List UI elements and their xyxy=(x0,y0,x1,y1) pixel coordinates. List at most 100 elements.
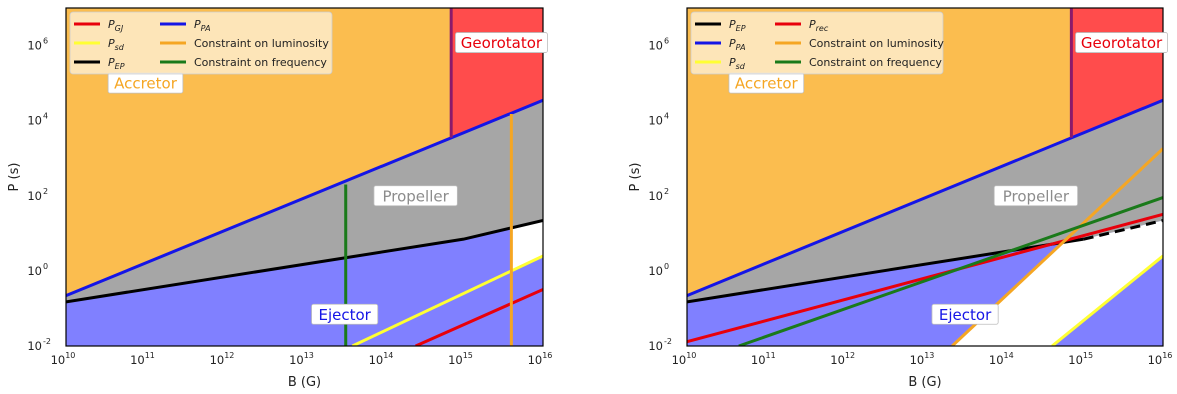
x-tick-label: 1014 xyxy=(989,351,1014,367)
p-pa-line xyxy=(687,98,1163,297)
legend-entry: Psd xyxy=(729,56,746,71)
y-tick-exponent: -2 xyxy=(664,337,672,346)
region-label-box xyxy=(1075,32,1168,53)
x-tick-label: 1016 xyxy=(528,351,553,367)
y-tick-exponent: 4 xyxy=(664,112,669,121)
x-tick-label: 1013 xyxy=(289,351,314,367)
region-label-box xyxy=(373,185,458,207)
x-tick-exponent: 14 xyxy=(383,351,393,360)
legend-box xyxy=(69,11,333,75)
y-tick-exponent: 6 xyxy=(43,37,48,46)
p-ep-line xyxy=(66,219,543,304)
x-tick-exponent: 13 xyxy=(304,351,314,360)
x-tick-exponent: 15 xyxy=(1083,351,1093,360)
x-tick-exponent: 11 xyxy=(766,351,776,360)
panel-left-frame xyxy=(65,7,544,347)
region-label-accretor: Accretor xyxy=(114,75,178,93)
region-label-georotator: Georotator xyxy=(461,34,543,52)
legend-entry-sub: sd xyxy=(115,43,125,52)
legend-entry-sub: EP xyxy=(736,24,746,33)
legend-entry-sub: PA xyxy=(736,43,746,52)
y-axis-label: P (s) xyxy=(7,163,22,192)
legend-entry-sub: PA xyxy=(201,24,211,33)
x-tick-label: 1012 xyxy=(830,351,855,367)
x-tick-label: 1016 xyxy=(1148,351,1173,367)
region-label-box xyxy=(311,303,379,325)
legend-entry-main: P xyxy=(729,37,736,50)
x-tick-label: 1010 xyxy=(672,351,697,367)
y-tick-label: 10 xyxy=(27,264,42,278)
legend-entry: Constraint on frequency xyxy=(194,56,327,69)
legend-entry-main: P xyxy=(108,56,115,69)
y-tick-label: 10 xyxy=(27,114,42,128)
region-label-propeller: Propeller xyxy=(1003,187,1070,205)
legend-entry: Constraint on luminosity xyxy=(809,37,944,50)
region-label-accretor: Accretor xyxy=(735,75,799,93)
x-tick-label: 1015 xyxy=(448,351,473,367)
legend-entry-main: P xyxy=(729,18,736,31)
x-tick-exponent: 10 xyxy=(65,351,75,360)
legend-entry-sub: GJ xyxy=(115,24,124,33)
y-tick-label: 10 xyxy=(27,339,42,353)
p-pa-line xyxy=(66,98,543,297)
legend-entry: Constraint on frequency xyxy=(809,56,942,69)
x-axis-label: B (G) xyxy=(288,375,321,390)
y-tick-exponent: 2 xyxy=(43,187,48,196)
region-label-ejector: Ejector xyxy=(318,306,371,324)
region-label-propeller: Propeller xyxy=(382,187,449,205)
legend-entry: PEP xyxy=(108,56,125,71)
legend-entry: PEP xyxy=(729,18,746,33)
x-tick-exponent: 12 xyxy=(224,351,234,360)
x-tick-label: 1011 xyxy=(751,351,776,367)
y-axis-label: P (s) xyxy=(628,163,643,192)
y-tick-label: 10 xyxy=(648,339,663,353)
x-tick-exponent: 13 xyxy=(924,351,934,360)
legend-entry: PGJ xyxy=(108,18,124,33)
p-ep-line-dashed xyxy=(1083,219,1163,241)
x-tick-exponent: 14 xyxy=(1004,351,1014,360)
x-tick-label: 1013 xyxy=(910,351,935,367)
legend-entry-main: P xyxy=(108,18,115,31)
x-tick-label: 1015 xyxy=(1068,351,1093,367)
legend-entry: PPA xyxy=(194,18,211,33)
x-tick-exponent: 16 xyxy=(542,351,552,360)
panel-right-frame xyxy=(686,7,1164,347)
excluded-region xyxy=(952,220,1163,346)
x-tick-exponent: 11 xyxy=(145,351,155,360)
legend-box xyxy=(690,11,944,75)
x-tick-exponent: 10 xyxy=(686,351,696,360)
y-tick-exponent: 4 xyxy=(43,112,48,121)
y-tick-label: 10 xyxy=(648,39,663,53)
x-tick-exponent: 15 xyxy=(463,351,473,360)
legend-entry-main: P xyxy=(108,37,115,50)
legend-entry-main: P xyxy=(809,18,816,31)
legend-entry: Prec xyxy=(809,18,829,33)
y-tick-exponent: -2 xyxy=(43,337,51,346)
x-tick-label: 1014 xyxy=(369,351,394,367)
y-tick-exponent: 0 xyxy=(664,262,669,271)
p-gj-line xyxy=(415,288,543,346)
y-tick-label: 10 xyxy=(648,264,663,278)
y-tick-exponent: 0 xyxy=(43,262,48,271)
region-label-box xyxy=(931,303,999,325)
y-tick-label: 10 xyxy=(27,39,42,53)
y-tick-exponent: 2 xyxy=(664,187,669,196)
p-sd-line xyxy=(1051,254,1163,346)
legend-entry: Psd xyxy=(108,37,125,52)
x-tick-exponent: 16 xyxy=(1162,351,1172,360)
region-label-box xyxy=(455,32,548,53)
x-tick-label: 1011 xyxy=(130,351,155,367)
y-tick-label: 10 xyxy=(648,114,663,128)
legend-entry-main: P xyxy=(194,18,201,31)
legend-entry-main: P xyxy=(729,56,736,69)
p-rec-line xyxy=(687,212,1163,344)
y-tick-exponent: 6 xyxy=(664,37,669,46)
region-label-box xyxy=(993,185,1079,207)
legend-entry: PPA xyxy=(729,37,746,52)
y-tick-label: 10 xyxy=(27,189,42,203)
